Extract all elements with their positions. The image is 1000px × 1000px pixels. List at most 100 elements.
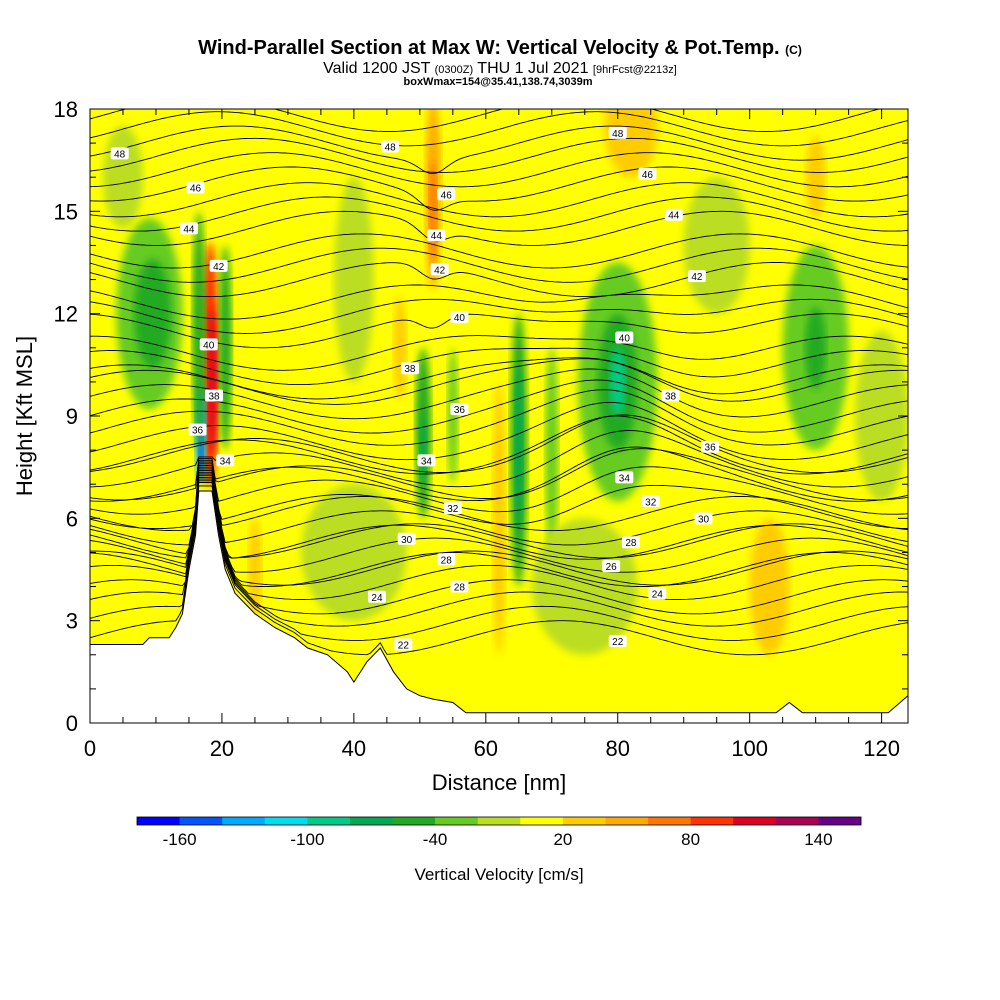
x-tick-label: 120 bbox=[863, 736, 900, 761]
x-axis-ticks: 0 20 40 60 80 100 120 bbox=[84, 109, 900, 761]
svg-text:28: 28 bbox=[454, 583, 466, 594]
isentrope-42 bbox=[90, 262, 908, 298]
isentrope-38 bbox=[90, 357, 908, 400]
svg-text:38: 38 bbox=[665, 392, 677, 403]
velocity-feature-9 bbox=[429, 160, 437, 263]
svg-text:28: 28 bbox=[625, 538, 637, 549]
isentrope-46 bbox=[90, 166, 908, 211]
velocity-feature-1 bbox=[208, 306, 218, 457]
contour-label-44: 44 bbox=[664, 208, 683, 222]
velocity-feature-30 bbox=[855, 330, 908, 502]
velocity-feature-26 bbox=[805, 136, 826, 219]
svg-text:26: 26 bbox=[606, 562, 618, 573]
svg-text:34: 34 bbox=[220, 456, 232, 467]
terrain-mask bbox=[90, 490, 908, 723]
colorbar-swatch bbox=[775, 817, 819, 825]
contour-label-48: 48 bbox=[381, 140, 400, 154]
isentrope-minor-line bbox=[90, 401, 908, 461]
contour-labels: 48 46 44 42 40 38 36 34 48 46 44 42 40 38 36 34 32 30 28 28… bbox=[110, 126, 720, 652]
colorbar-tick-label: 20 bbox=[553, 830, 572, 849]
contour-label-38: 38 bbox=[400, 362, 419, 375]
x-axis-label: Distance [nm] bbox=[432, 770, 567, 795]
contour-label-26: 26 bbox=[602, 560, 621, 573]
isentrope-minor-line bbox=[90, 463, 908, 532]
contour-label-28: 28 bbox=[437, 553, 456, 566]
contour-label-36: 36 bbox=[188, 423, 207, 437]
svg-text:28: 28 bbox=[441, 555, 453, 566]
svg-text:22: 22 bbox=[398, 641, 410, 652]
svg-text:30: 30 bbox=[698, 514, 710, 525]
colorbar-swatch bbox=[605, 817, 649, 825]
colorbar-swatch bbox=[222, 817, 266, 825]
contour-label-34: 34 bbox=[417, 454, 436, 467]
valid-utc: (0300Z) bbox=[434, 64, 474, 76]
contour-label-44: 44 bbox=[427, 229, 446, 242]
svg-text:46: 46 bbox=[190, 183, 202, 194]
isentrope-36 bbox=[90, 379, 908, 434]
svg-text:24: 24 bbox=[371, 593, 383, 604]
y-tick-label: 0 bbox=[66, 711, 78, 736]
velocity-feature-4 bbox=[192, 211, 206, 451]
contour-label-34: 34 bbox=[216, 454, 235, 467]
contour-label-38: 38 bbox=[205, 389, 224, 403]
contour-label-34: 34 bbox=[615, 471, 634, 484]
colorbar-swatch bbox=[690, 817, 734, 825]
isentrope-lines bbox=[90, 109, 908, 656]
contour-label-24: 24 bbox=[367, 590, 386, 604]
velocity-feature-23 bbox=[749, 518, 790, 655]
isentrope-34 bbox=[90, 415, 908, 475]
y-tick-label: 12 bbox=[54, 302, 78, 327]
isentrope-minor-line bbox=[90, 448, 908, 501]
isentrope-minor-line bbox=[90, 461, 908, 515]
isentrope-48 bbox=[90, 125, 908, 175]
valid-time: Valid 1200 JST bbox=[323, 60, 431, 77]
colorbar-swatch bbox=[435, 817, 479, 825]
svg-text:38: 38 bbox=[404, 364, 416, 375]
x-tick-label: 80 bbox=[605, 736, 629, 761]
colorbar-swatch bbox=[520, 817, 564, 825]
colorbar-swatch bbox=[307, 817, 351, 825]
colorbar-swatch bbox=[137, 817, 180, 825]
svg-text:34: 34 bbox=[421, 456, 433, 467]
isentrope-minor-line bbox=[90, 109, 881, 132]
copyright-mark: (C) bbox=[785, 43, 802, 57]
box-info: boxWmax=154@35.41,138.74,3039m bbox=[403, 76, 593, 88]
contour-label-46: 46 bbox=[186, 181, 205, 194]
isentrope-minor-line bbox=[90, 466, 908, 546]
contour-label-30: 30 bbox=[397, 532, 416, 546]
svg-text:36: 36 bbox=[705, 443, 717, 454]
svg-text:42: 42 bbox=[434, 265, 446, 276]
contour-label-36: 36 bbox=[701, 440, 720, 454]
isentrope-32 bbox=[90, 446, 908, 502]
chart-title-text: Wind-Parallel Section at Max W: Vertical… bbox=[198, 37, 780, 59]
colorbar-tick-label: -100 bbox=[290, 830, 324, 849]
contour-label-28: 28 bbox=[621, 536, 640, 549]
colorbar-swatch bbox=[264, 817, 308, 825]
y-tick-label: 3 bbox=[66, 609, 78, 634]
svg-text:24: 24 bbox=[652, 589, 664, 600]
svg-text:40: 40 bbox=[619, 334, 631, 345]
contour-label-28: 28 bbox=[450, 580, 469, 594]
svg-text:36: 36 bbox=[192, 426, 204, 437]
colorbar-swatch bbox=[648, 817, 691, 825]
isentrope-minor-line bbox=[90, 473, 908, 586]
isentrope-minor-line bbox=[90, 471, 908, 573]
isentrope-minor-line bbox=[90, 476, 908, 600]
contour-label-38: 38 bbox=[661, 389, 680, 403]
svg-text:30: 30 bbox=[401, 535, 413, 546]
colorbar-swatch bbox=[818, 817, 862, 825]
y-axis-label: Height [Kft MSL] bbox=[12, 336, 37, 496]
svg-text:48: 48 bbox=[612, 129, 624, 140]
velocity-feature-7 bbox=[134, 259, 172, 369]
colorbar: -160 -100 -40 20 80 140 bbox=[136, 816, 862, 849]
contour-label-48: 48 bbox=[110, 147, 129, 160]
contour-label-22: 22 bbox=[608, 635, 627, 648]
x-tick-label: 40 bbox=[342, 736, 366, 761]
svg-text:48: 48 bbox=[114, 149, 126, 160]
contour-label-40: 40 bbox=[450, 311, 469, 324]
colorbar-swatch bbox=[733, 817, 777, 825]
svg-text:44: 44 bbox=[668, 211, 680, 222]
contour-label-30: 30 bbox=[694, 512, 713, 525]
